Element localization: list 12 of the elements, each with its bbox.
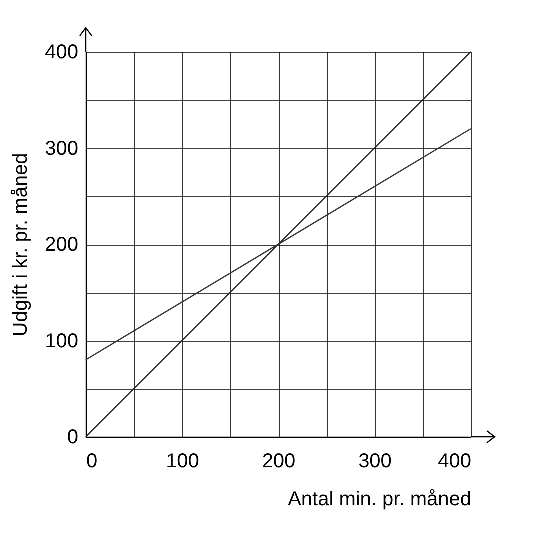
y-tick-label: 100 (45, 330, 78, 352)
x-tick-label: 300 (358, 450, 392, 472)
y-tick-label: 300 (45, 138, 78, 160)
y-axis-title: Udgift i kr. pr. måned (10, 153, 32, 337)
x-tick-label: 400 (438, 450, 472, 472)
x-tick-label: 100 (166, 450, 200, 472)
x-tick-label: 0 (86, 450, 98, 472)
y-tick-label: 0 (67, 426, 78, 448)
y-tick-label: 200 (45, 234, 78, 256)
x-tick-label: 200 (262, 450, 296, 472)
x-axis-title: Antal min. pr. måned (288, 488, 472, 510)
y-tick-label: 400 (45, 42, 78, 64)
